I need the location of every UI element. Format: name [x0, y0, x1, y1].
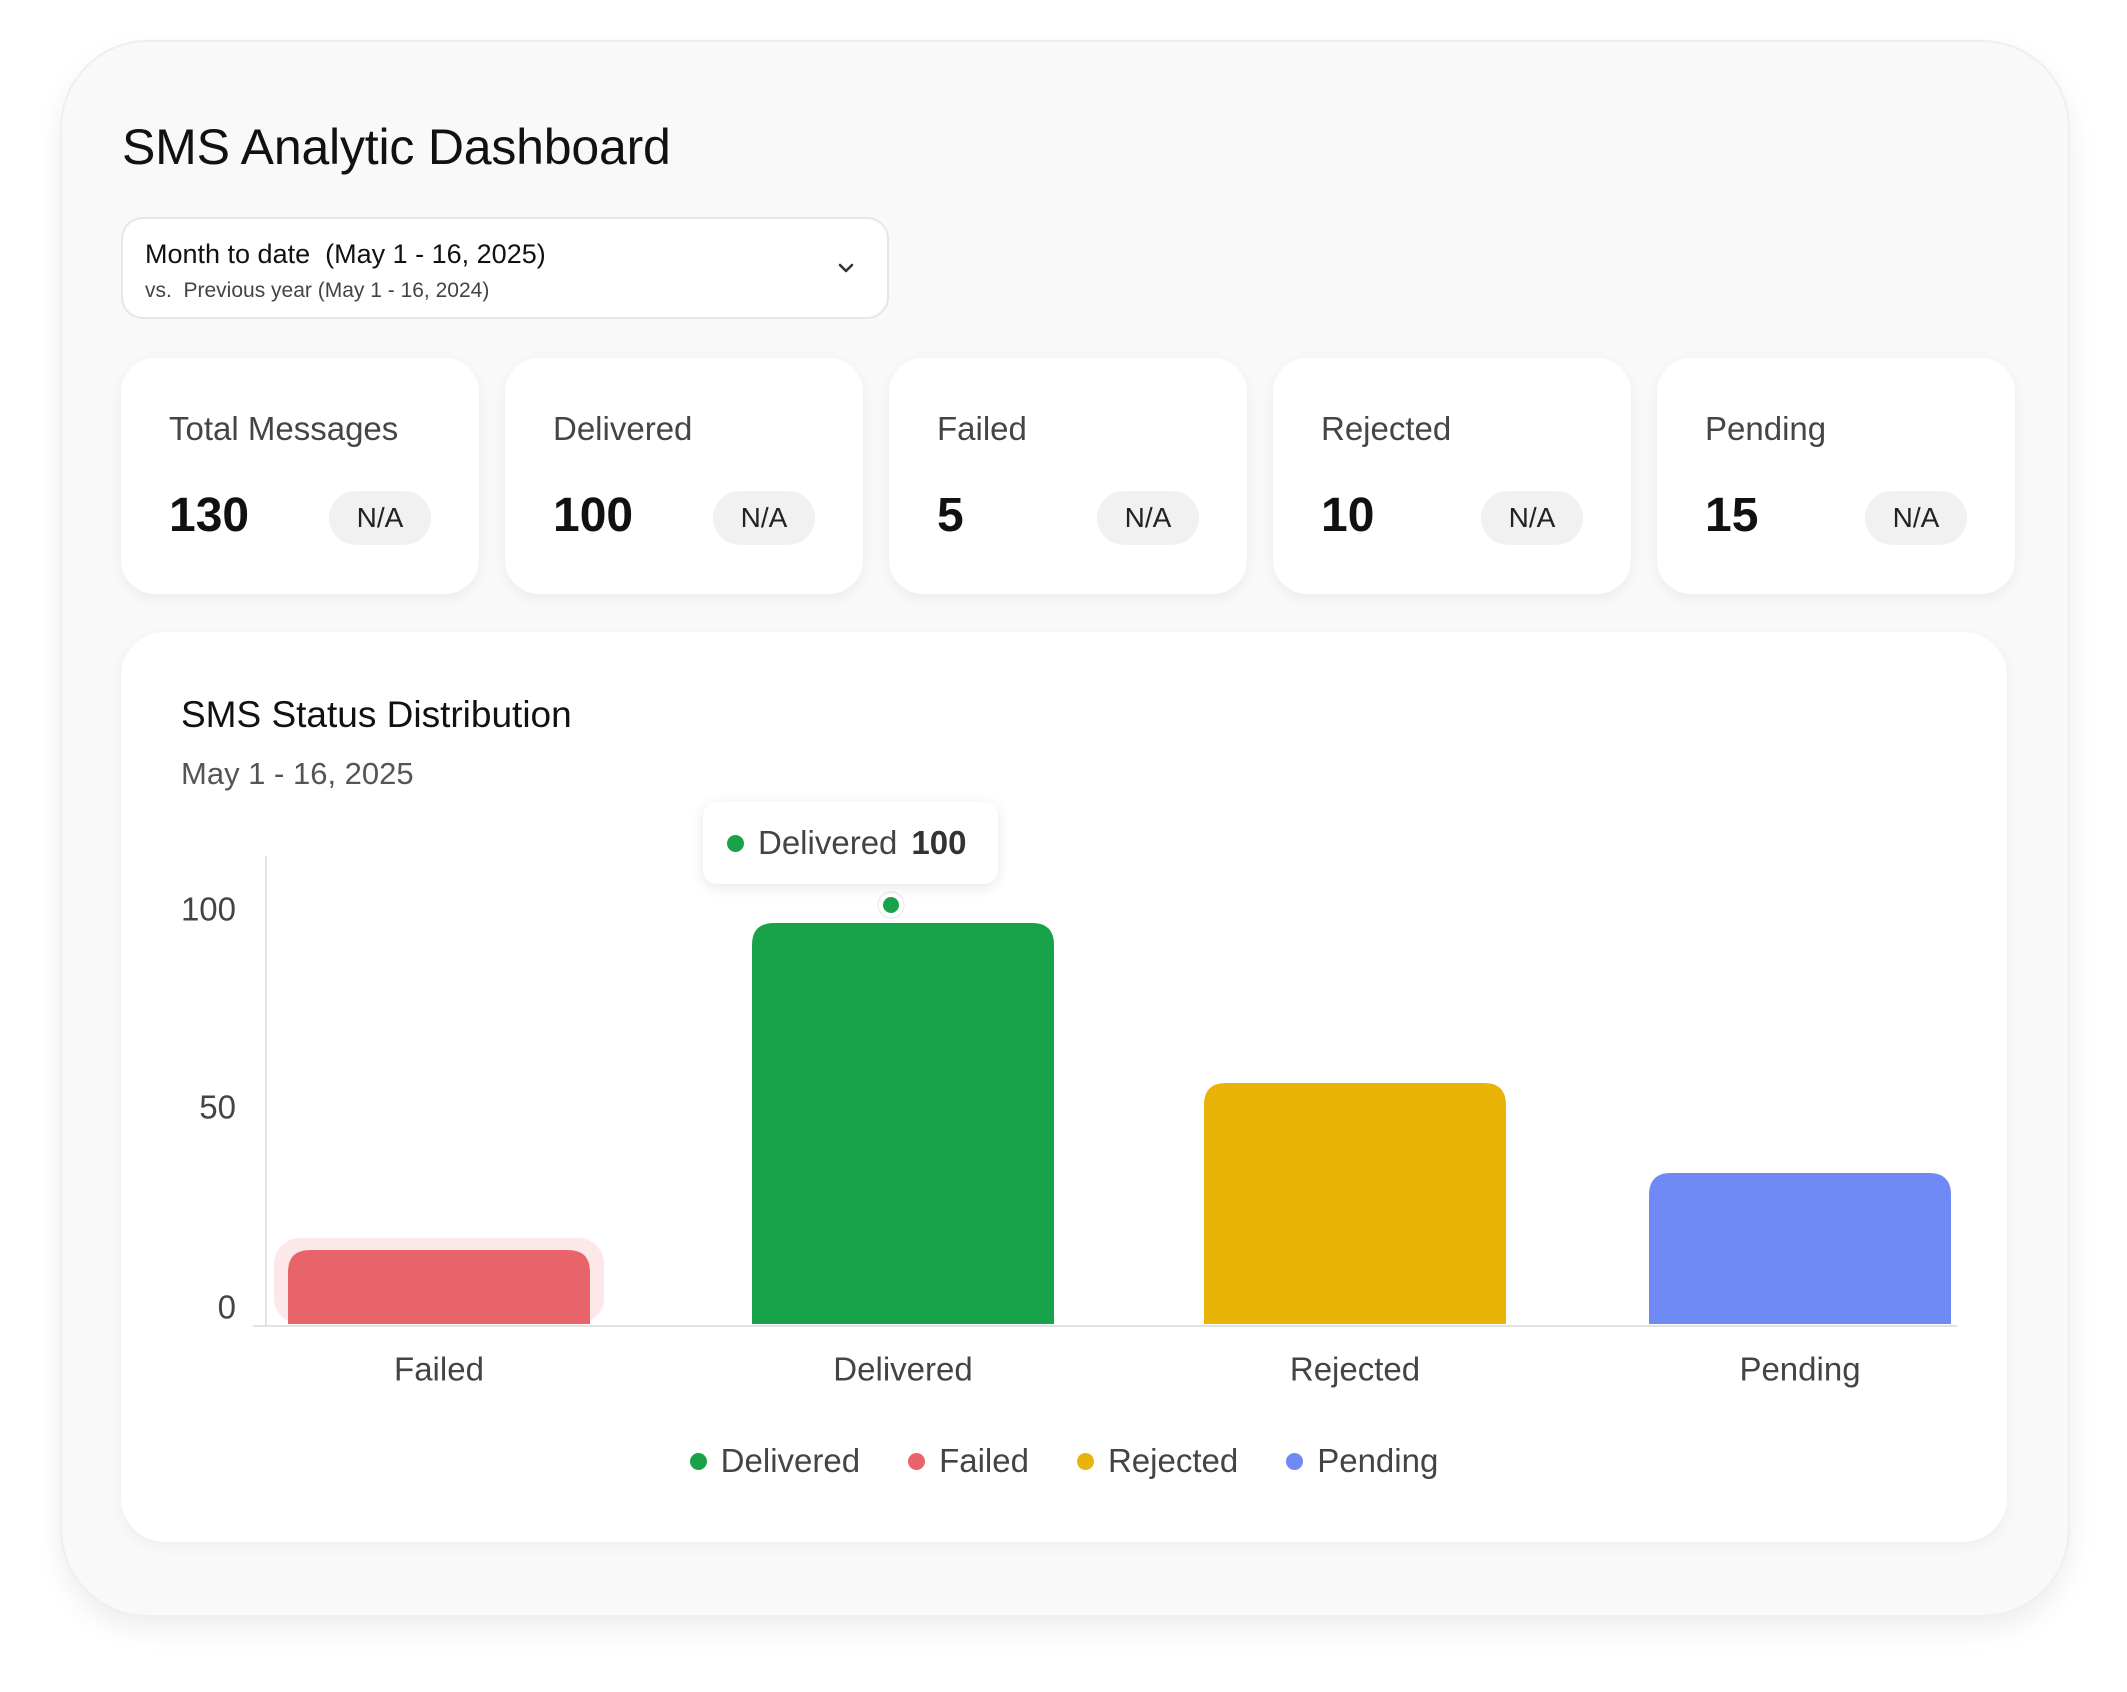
legend-item-pending[interactable]: Pending: [1286, 1442, 1438, 1480]
legend-item-failed[interactable]: Failed: [908, 1442, 1029, 1480]
y-tick-label: 0: [218, 1289, 236, 1326]
date-range-select[interactable]: Month to date (May 1 - 16, 2025) vs. Pre…: [121, 217, 889, 319]
page-title: SMS Analytic Dashboard: [122, 119, 671, 175]
x-tick-label: Delivered: [833, 1351, 972, 1388]
comparison-range-label: vs. Previous year (May 1 - 16, 2024): [145, 279, 490, 302]
legend-dot: [1286, 1452, 1304, 1470]
stat-label: Failed: [937, 410, 1027, 447]
x-tick-label: Failed: [394, 1351, 484, 1388]
bar-pending: [1649, 1173, 1951, 1324]
stat-change-badge: N/A: [1481, 491, 1583, 545]
legend-label: Rejected: [1107, 1442, 1239, 1479]
y-tick-label: 100: [181, 891, 236, 928]
stat-label: Pending: [1705, 410, 1827, 447]
stat-value: 15: [1705, 489, 1759, 542]
stat-label: Total Messages: [169, 410, 399, 447]
x-tick-label: Rejected: [1290, 1351, 1420, 1388]
bar-delivered: [752, 923, 1054, 1324]
stat-change-badge: N/A: [1865, 491, 1967, 545]
stat-value: 5: [937, 489, 964, 542]
legend-dot: [908, 1452, 926, 1470]
x-tick-label: Pending: [1739, 1351, 1860, 1388]
stat-label: Delivered: [553, 410, 693, 447]
stat-card-pending: Pending 15 N/A: [1657, 358, 2015, 594]
stat-card-rejected: Rejected 10 N/A: [1273, 358, 1631, 594]
bar-rejected: [1204, 1083, 1506, 1324]
tooltip-value: 100: [911, 824, 967, 861]
bar-failed: [288, 1250, 590, 1324]
legend-dot: [689, 1452, 707, 1470]
stat-label: Rejected: [1321, 410, 1452, 447]
chart-tooltip: Delivered 100: [703, 802, 999, 884]
chevron-down-icon: [838, 263, 854, 273]
stat-card-delivered: Delivered 100 N/A: [505, 358, 863, 594]
chart-subtitle: May 1 - 16, 2025: [181, 756, 414, 791]
legend-item-delivered[interactable]: Delivered: [689, 1442, 861, 1480]
active-point-dot: [883, 897, 899, 913]
tooltip-dot: [727, 834, 744, 852]
stat-change-badge: N/A: [713, 491, 815, 545]
stat-change-badge: N/A: [1097, 491, 1199, 545]
stat-value: 130: [169, 489, 250, 542]
bar-chart: 0 50 100 Failed Delivered Rejected Pending: [181, 856, 1957, 1388]
tooltip-label: Delivered: [758, 824, 898, 861]
date-range-label: Month to date (May 1 - 16, 2025): [145, 239, 546, 269]
legend-label: Pending: [1317, 1442, 1439, 1479]
stat-change-badge: N/A: [329, 491, 431, 545]
stat-value: 10: [1321, 489, 1375, 542]
y-tick-label: 50: [199, 1089, 236, 1126]
chart-legend: Delivered Failed Rejected Pending: [121, 1442, 2007, 1480]
chart-title: SMS Status Distribution: [181, 694, 572, 735]
legend-label: Delivered: [720, 1442, 861, 1479]
stat-card-failed: Failed 5 N/A: [889, 358, 1247, 594]
legend-label: Failed: [939, 1442, 1029, 1479]
legend-item-rejected[interactable]: Rejected: [1076, 1442, 1239, 1480]
stat-value: 100: [553, 489, 634, 542]
stat-card-total-messages: Total Messages 130 N/A: [121, 358, 479, 594]
legend-dot: [1076, 1452, 1094, 1470]
status-distribution-card: SMS Status Distribution May 1 - 16, 2025…: [121, 632, 2007, 1542]
